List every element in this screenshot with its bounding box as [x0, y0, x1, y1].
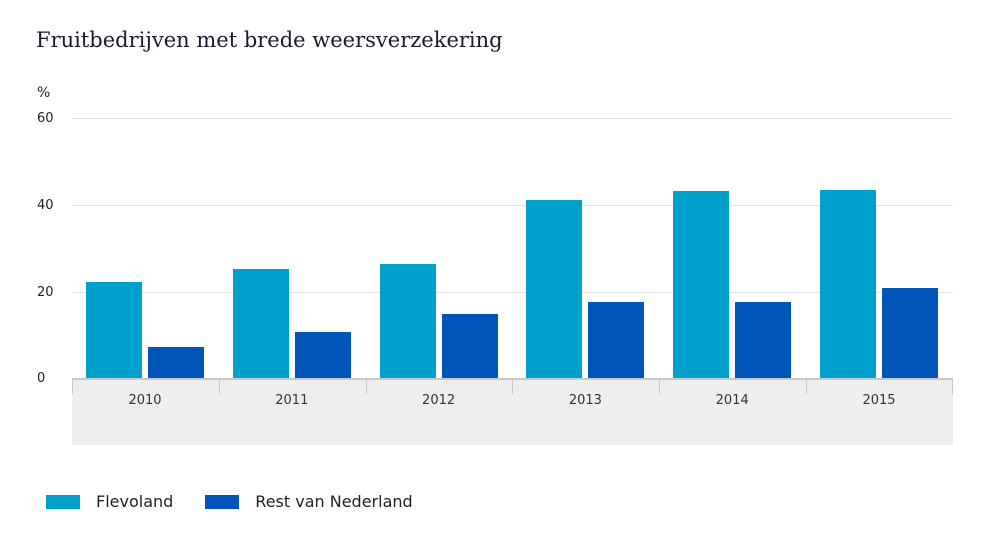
- bar-flevoland-2015[interactable]: [820, 189, 876, 378]
- bar-flevoland-2013[interactable]: [526, 199, 583, 378]
- legend-item-rest[interactable]: Rest van Nederland: [205, 492, 413, 511]
- bar-rest-2011[interactable]: [294, 332, 351, 378]
- chart-title: Fruitbedrijven met brede weersverzekerin…: [36, 28, 503, 52]
- x-tick-separator: [806, 380, 807, 394]
- y-tick-60: 60: [37, 111, 54, 126]
- x-tick-separator: [659, 380, 661, 394]
- legend: Flevoland Rest van Nederland: [46, 492, 445, 511]
- x-tick-2010: 2010: [128, 393, 162, 408]
- x-tick-2014: 2014: [715, 393, 749, 408]
- x-tick-2013: 2013: [568, 393, 602, 408]
- x-tick-separator: [365, 380, 367, 394]
- legend-swatch-flevoland: [46, 494, 80, 509]
- y-tick-40: 40: [37, 198, 54, 213]
- bar-rest-2014[interactable]: [735, 301, 792, 378]
- gridline-60: [72, 118, 953, 119]
- bar-flevoland-2010[interactable]: [86, 281, 142, 378]
- gridline-40: [72, 205, 953, 206]
- y-axis-unit: %: [37, 85, 51, 101]
- x-tick-2011: 2011: [275, 393, 309, 408]
- x-tick-separator: [218, 380, 220, 394]
- gridline-20: [72, 292, 953, 293]
- x-tick-separator: [951, 380, 953, 394]
- legend-label: Rest van Nederland: [255, 492, 413, 511]
- x-tick-separator: [512, 380, 514, 394]
- legend-swatch-rest: [205, 494, 240, 509]
- x-tick-2015: 2015: [862, 393, 896, 408]
- x-tick-separator: [72, 380, 73, 394]
- bar-rest-2015[interactable]: [882, 287, 938, 378]
- legend-label: Flevoland: [96, 492, 174, 511]
- bar-rest-2010[interactable]: [148, 346, 204, 378]
- y-tick-20: 20: [37, 285, 54, 300]
- legend-item-flevoland[interactable]: Flevoland: [46, 492, 173, 511]
- bar-flevoland-2011[interactable]: [232, 268, 289, 378]
- bar-rest-2012[interactable]: [441, 313, 498, 378]
- bar-rest-2013[interactable]: [588, 301, 645, 378]
- x-tick-2012: 2012: [422, 393, 456, 408]
- y-tick-0: 0: [37, 371, 46, 386]
- bar-flevoland-2012[interactable]: [379, 263, 436, 378]
- bar-flevoland-2014[interactable]: [673, 190, 730, 378]
